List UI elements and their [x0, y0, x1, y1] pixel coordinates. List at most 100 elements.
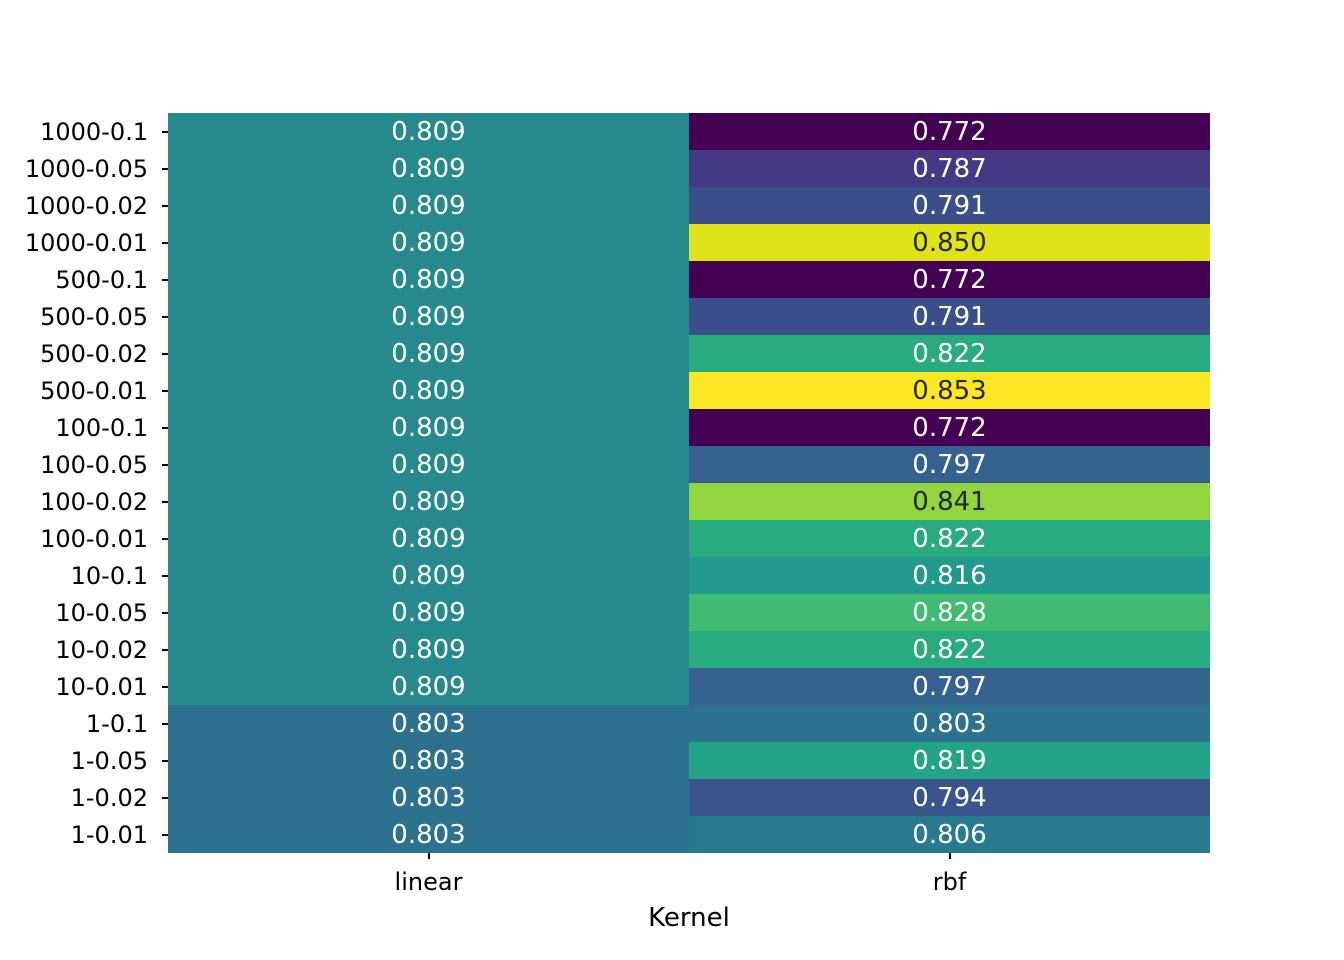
y-tick-1-0.01: 1-0.01 [0, 816, 168, 853]
heatmap-row-1000-0.1: 0.809 0.772 [168, 113, 1210, 150]
y-tick-500-0.1: 500-0.1 [0, 261, 168, 298]
y-tick-mark [162, 204, 168, 207]
heatmap-row-1000-0.01: 0.809 0.850 [168, 224, 1210, 261]
heatmap-row-10-0.1: 0.809 0.816 [168, 557, 1210, 594]
cell-value: 0.809 [391, 116, 466, 147]
heatmap-cell-rbf-1000-0.05: 0.787 [689, 150, 1210, 187]
heatmap-grid: 0.809 0.772 0.809 0.787 0.809 0.791 0.809 0.850… [168, 113, 1210, 853]
cell-value: 0.819 [912, 745, 987, 776]
heatmap-cell-linear-500-0.02: 0.809 [168, 335, 689, 372]
heatmap-cell-linear-1000-0.05: 0.809 [168, 150, 689, 187]
heatmap-row-1-0.02: 0.803 0.794 [168, 779, 1210, 816]
y-tick-label: 1000-0.05 [24, 154, 148, 183]
y-tick-1000-0.05: 1000-0.05 [0, 150, 168, 187]
heatmap-cell-rbf-1000-0.02: 0.791 [689, 187, 1210, 224]
heatmap-cell-rbf-500-0.01: 0.853 [689, 372, 1210, 409]
y-tick-mark [162, 759, 168, 762]
heatmap-row-10-0.01: 0.809 0.797 [168, 668, 1210, 705]
y-tick-1-0.1: 1-0.1 [0, 705, 168, 742]
y-tick-mark [162, 796, 168, 799]
y-tick-label: 100-0.1 [55, 413, 148, 442]
y-tick-label: 100-0.02 [40, 487, 148, 516]
heatmap-row-10-0.02: 0.809 0.822 [168, 631, 1210, 668]
cell-value: 0.809 [391, 338, 466, 369]
heatmap-cell-rbf-1-0.1: 0.803 [689, 705, 1210, 742]
x-axis: linear rbf [168, 853, 1210, 897]
heatmap-cell-linear-1-0.02: 0.803 [168, 779, 689, 816]
heatmap-row-10-0.05: 0.809 0.828 [168, 594, 1210, 631]
y-tick-label: 1-0.1 [85, 709, 148, 738]
heatmap-row-1000-0.02: 0.809 0.791 [168, 187, 1210, 224]
cell-value: 0.772 [912, 116, 987, 147]
y-tick-label: 1000-0.01 [24, 228, 148, 257]
y-tick-label: 500-0.02 [40, 339, 148, 368]
cell-value: 0.828 [912, 597, 987, 628]
cell-value: 0.809 [391, 375, 466, 406]
heatmap-row-500-0.1: 0.809 0.772 [168, 261, 1210, 298]
heatmap-cell-rbf-500-0.02: 0.822 [689, 335, 1210, 372]
cell-value: 0.803 [391, 745, 466, 776]
heatmap-row-1000-0.05: 0.809 0.787 [168, 150, 1210, 187]
cell-value: 0.809 [391, 153, 466, 184]
cell-value: 0.853 [912, 375, 987, 406]
heatmap-row-500-0.02: 0.809 0.822 [168, 335, 1210, 372]
y-tick-mark [162, 389, 168, 392]
cell-value: 0.809 [391, 634, 466, 665]
heatmap-cell-rbf-10-0.01: 0.797 [689, 668, 1210, 705]
y-tick-10-0.1: 10-0.1 [0, 557, 168, 594]
x-tick-label: rbf [932, 868, 967, 896]
y-tick-mark [162, 685, 168, 688]
y-tick-10-0.01: 10-0.01 [0, 668, 168, 705]
cell-value: 0.806 [912, 819, 987, 850]
cell-value: 0.809 [391, 486, 466, 517]
y-tick-label: 10-0.02 [55, 635, 148, 664]
y-tick-10-0.02: 10-0.02 [0, 631, 168, 668]
heatmap-cell-linear-100-0.02: 0.809 [168, 483, 689, 520]
y-tick-mark [162, 722, 168, 725]
cell-value: 0.809 [391, 301, 466, 332]
heatmap-row-1-0.1: 0.803 0.803 [168, 705, 1210, 742]
heatmap-row-100-0.1: 0.809 0.772 [168, 409, 1210, 446]
y-tick-1000-0.02: 1000-0.02 [0, 187, 168, 224]
cell-value: 0.803 [391, 708, 466, 739]
y-tick-mark [162, 278, 168, 281]
y-axis: 1000-0.1 1000-0.05 1000-0.02 1000-0.01 500-0… [0, 113, 168, 853]
y-tick-mark [162, 500, 168, 503]
cell-value: 0.822 [912, 338, 987, 369]
y-tick-label: 10-0.05 [55, 598, 148, 627]
heatmap-cell-linear-1-0.05: 0.803 [168, 742, 689, 779]
cell-value: 0.772 [912, 412, 987, 443]
heatmap-cell-rbf-500-0.1: 0.772 [689, 261, 1210, 298]
x-tick-linear: linear [168, 853, 689, 897]
y-tick-mark [162, 611, 168, 614]
heatmap-cell-linear-1000-0.01: 0.809 [168, 224, 689, 261]
y-tick-label: 10-0.1 [70, 561, 148, 590]
y-tick-1000-0.1: 1000-0.1 [0, 113, 168, 150]
cell-value: 0.822 [912, 634, 987, 665]
heatmap-cell-rbf-100-0.01: 0.822 [689, 520, 1210, 557]
heatmap-cell-rbf-1-0.02: 0.794 [689, 779, 1210, 816]
cell-value: 0.816 [912, 560, 987, 591]
heatmap-cell-rbf-1000-0.1: 0.772 [689, 113, 1210, 150]
cell-value: 0.809 [391, 597, 466, 628]
x-tick-label: linear [394, 868, 463, 896]
heatmap-cell-linear-100-0.1: 0.809 [168, 409, 689, 446]
cell-value: 0.850 [912, 227, 987, 258]
heatmap-cell-linear-100-0.05: 0.809 [168, 446, 689, 483]
y-tick-1-0.05: 1-0.05 [0, 742, 168, 779]
cell-value: 0.809 [391, 412, 466, 443]
y-tick-500-0.01: 500-0.01 [0, 372, 168, 409]
heatmap-cell-rbf-100-0.05: 0.797 [689, 446, 1210, 483]
heatmap-cell-linear-10-0.02: 0.809 [168, 631, 689, 668]
y-tick-mark [162, 537, 168, 540]
y-tick-100-0.1: 100-0.1 [0, 409, 168, 446]
cell-value: 0.809 [391, 264, 466, 295]
cell-value: 0.809 [391, 449, 466, 480]
heatmap-cell-rbf-100-0.02: 0.841 [689, 483, 1210, 520]
heatmap-cell-rbf-10-0.02: 0.822 [689, 631, 1210, 668]
cell-value: 0.809 [391, 227, 466, 258]
heatmap-row-500-0.05: 0.809 0.791 [168, 298, 1210, 335]
y-tick-mark [162, 352, 168, 355]
heatmap-row-100-0.02: 0.809 0.841 [168, 483, 1210, 520]
